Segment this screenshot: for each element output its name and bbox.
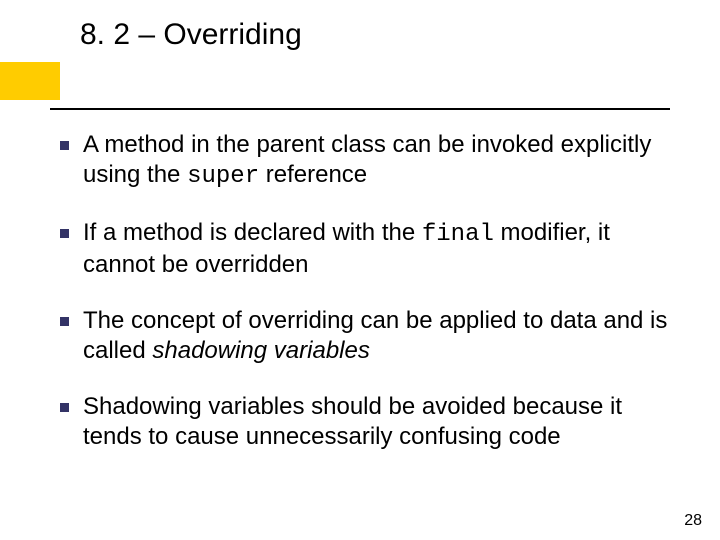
bullet-text: A method in the parent class can be invo… bbox=[83, 130, 680, 192]
bullet-text: If a method is declared with the final m… bbox=[83, 218, 680, 280]
italic-segment: shadowing variables bbox=[152, 337, 369, 364]
bullet-icon bbox=[60, 317, 69, 326]
text-segment: A method in the parent class can be invo… bbox=[83, 131, 651, 188]
text-segment: reference bbox=[259, 161, 367, 188]
bullet-icon bbox=[60, 403, 69, 412]
bullet-icon bbox=[60, 141, 69, 150]
bullet-text: Shadowing variables should be avoided be… bbox=[83, 392, 680, 452]
bullet-item: A method in the parent class can be invo… bbox=[60, 130, 680, 192]
slide: 8. 2 – Overriding A method in the parent… bbox=[0, 0, 720, 540]
divider-line bbox=[50, 108, 670, 110]
code-segment: super bbox=[187, 163, 259, 190]
bullet-icon bbox=[60, 229, 69, 238]
slide-title: 8. 2 – Overriding bbox=[80, 18, 302, 52]
bullet-text: The concept of overriding can be applied… bbox=[83, 306, 680, 366]
accent-box bbox=[0, 62, 60, 100]
content-area: A method in the parent class can be invo… bbox=[60, 130, 680, 478]
code-segment: final bbox=[422, 221, 494, 248]
bullet-item: Shadowing variables should be avoided be… bbox=[60, 392, 680, 452]
page-number: 28 bbox=[684, 512, 702, 530]
bullet-item: If a method is declared with the final m… bbox=[60, 218, 680, 280]
text-segment: If a method is declared with the bbox=[83, 219, 422, 246]
bullet-item: The concept of overriding can be applied… bbox=[60, 306, 680, 366]
text-segment: Shadowing variables should be avoided be… bbox=[83, 393, 622, 450]
